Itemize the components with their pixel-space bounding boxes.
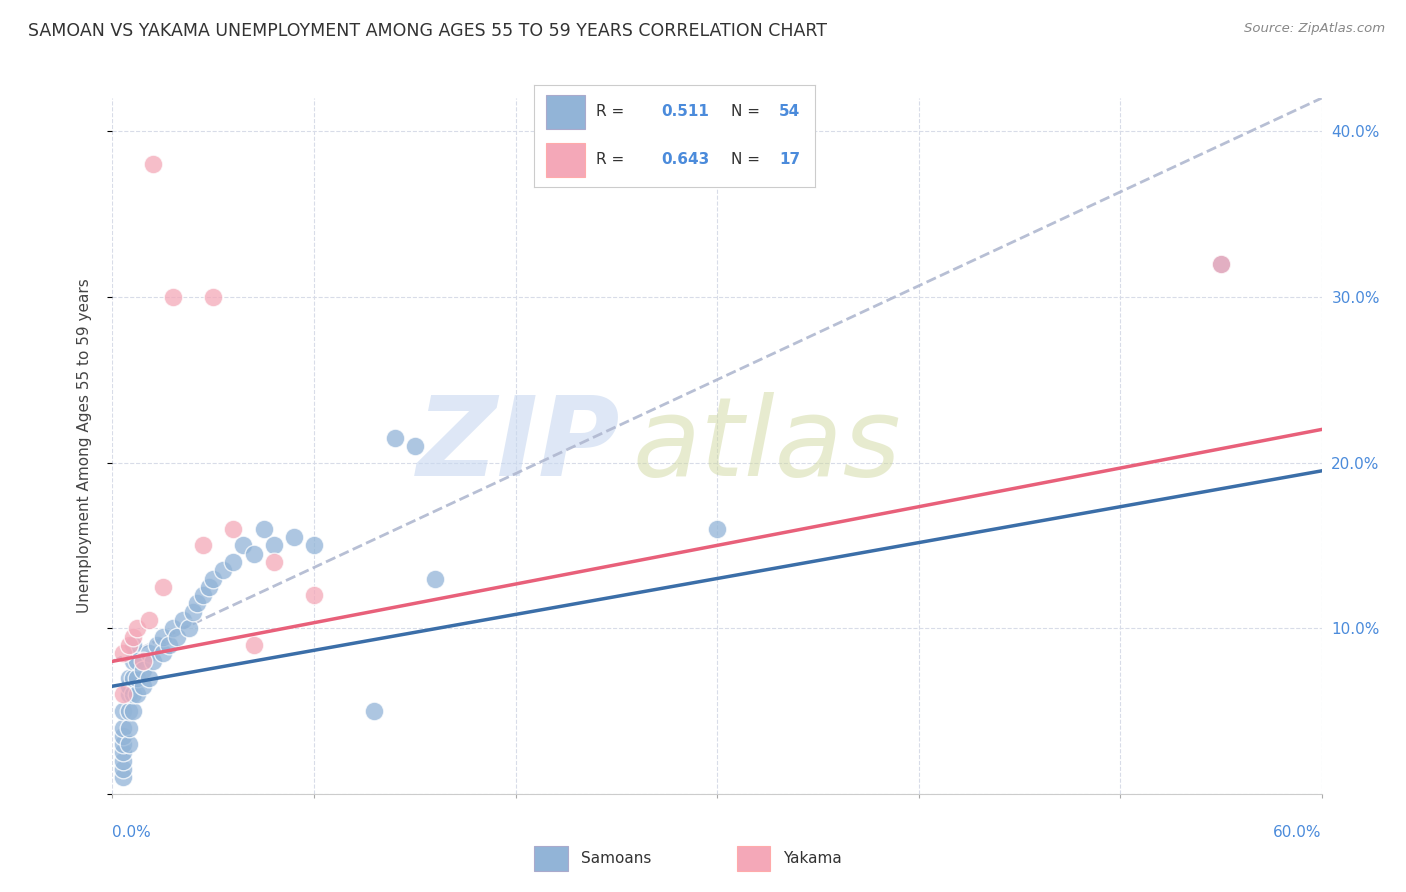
Text: 17: 17 bbox=[779, 153, 800, 167]
Point bbox=[111, 729, 134, 743]
Point bbox=[222, 555, 245, 569]
Point bbox=[121, 704, 143, 718]
Text: N =: N = bbox=[731, 103, 761, 119]
Point bbox=[125, 671, 148, 685]
Text: 0.0%: 0.0% bbox=[112, 825, 152, 840]
Point bbox=[117, 704, 139, 718]
Point bbox=[242, 638, 264, 652]
FancyBboxPatch shape bbox=[737, 847, 770, 871]
Point bbox=[117, 679, 139, 693]
Point bbox=[117, 638, 139, 652]
Text: R =: R = bbox=[596, 103, 624, 119]
Point bbox=[138, 646, 160, 660]
Point bbox=[111, 688, 134, 702]
Text: Samoans: Samoans bbox=[581, 851, 651, 866]
Point bbox=[125, 621, 148, 635]
Point bbox=[177, 621, 200, 635]
Point bbox=[181, 605, 204, 619]
Text: SAMOAN VS YAKAMA UNEMPLOYMENT AMONG AGES 55 TO 59 YEARS CORRELATION CHART: SAMOAN VS YAKAMA UNEMPLOYMENT AMONG AGES… bbox=[28, 22, 827, 40]
Point bbox=[117, 671, 139, 685]
Point bbox=[132, 654, 155, 668]
Point bbox=[125, 654, 148, 668]
Point bbox=[152, 630, 174, 644]
Point bbox=[232, 538, 254, 552]
Point bbox=[157, 638, 180, 652]
Text: 0.511: 0.511 bbox=[661, 103, 709, 119]
Point bbox=[117, 688, 139, 702]
Point bbox=[706, 522, 728, 536]
Point bbox=[212, 563, 235, 577]
Point bbox=[121, 638, 143, 652]
Point bbox=[111, 646, 134, 660]
Point bbox=[152, 646, 174, 660]
Point bbox=[198, 580, 221, 594]
Point bbox=[263, 555, 285, 569]
Point bbox=[111, 737, 134, 751]
Point bbox=[253, 522, 276, 536]
Point bbox=[202, 572, 225, 586]
Point bbox=[222, 522, 245, 536]
Point bbox=[117, 721, 139, 735]
Point bbox=[138, 613, 160, 627]
Text: atlas: atlas bbox=[633, 392, 901, 500]
Point bbox=[142, 654, 165, 668]
Point bbox=[138, 671, 160, 685]
Point bbox=[404, 439, 426, 453]
Text: R =: R = bbox=[596, 153, 624, 167]
Point bbox=[125, 688, 148, 702]
Point bbox=[111, 721, 134, 735]
Point bbox=[142, 157, 165, 171]
Point bbox=[117, 737, 139, 751]
Point bbox=[146, 638, 169, 652]
Point bbox=[384, 431, 406, 445]
Point bbox=[302, 538, 325, 552]
Point bbox=[172, 613, 194, 627]
Text: Yakama: Yakama bbox=[783, 851, 842, 866]
Point bbox=[302, 588, 325, 602]
Point bbox=[1209, 257, 1232, 271]
Point bbox=[121, 630, 143, 644]
Point bbox=[111, 770, 134, 784]
Point bbox=[263, 538, 285, 552]
Point bbox=[162, 621, 184, 635]
Point bbox=[186, 596, 208, 610]
Point bbox=[111, 754, 134, 768]
FancyBboxPatch shape bbox=[534, 847, 568, 871]
Point bbox=[162, 290, 184, 304]
Point bbox=[191, 538, 214, 552]
Text: 60.0%: 60.0% bbox=[1274, 825, 1322, 840]
Point bbox=[121, 688, 143, 702]
Text: N =: N = bbox=[731, 153, 761, 167]
FancyBboxPatch shape bbox=[546, 95, 585, 128]
FancyBboxPatch shape bbox=[546, 144, 585, 177]
Text: 0.643: 0.643 bbox=[661, 153, 709, 167]
Text: Source: ZipAtlas.com: Source: ZipAtlas.com bbox=[1244, 22, 1385, 36]
Point bbox=[166, 630, 188, 644]
Point bbox=[283, 530, 305, 544]
Point bbox=[111, 704, 134, 718]
Point bbox=[191, 588, 214, 602]
Point bbox=[121, 654, 143, 668]
Y-axis label: Unemployment Among Ages 55 to 59 years: Unemployment Among Ages 55 to 59 years bbox=[77, 278, 91, 614]
Point bbox=[1209, 257, 1232, 271]
Point bbox=[132, 679, 155, 693]
Point bbox=[121, 671, 143, 685]
Point bbox=[152, 580, 174, 594]
Point bbox=[111, 762, 134, 776]
Point bbox=[423, 572, 446, 586]
Text: ZIP: ZIP bbox=[416, 392, 620, 500]
Point bbox=[202, 290, 225, 304]
Point bbox=[242, 547, 264, 561]
Point bbox=[363, 704, 385, 718]
Point bbox=[132, 663, 155, 677]
Point bbox=[111, 746, 134, 760]
Text: 54: 54 bbox=[779, 103, 800, 119]
